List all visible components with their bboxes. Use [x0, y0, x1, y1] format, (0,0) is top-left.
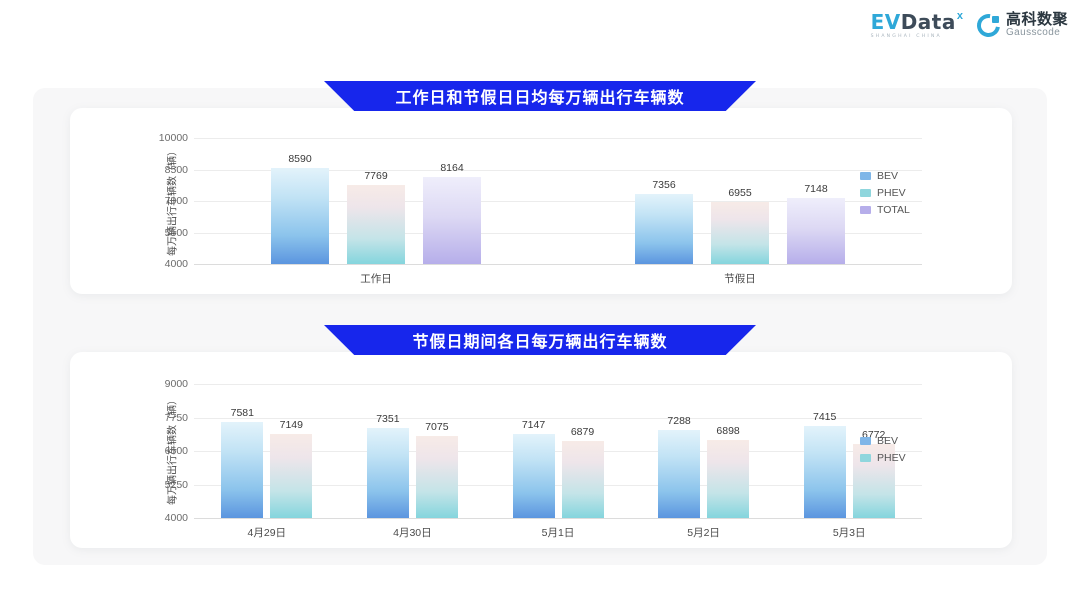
- gridline: [194, 451, 922, 452]
- y-axis-tick-label: 7750: [164, 411, 188, 424]
- evdata-tagline: SHANGHAI CHINA: [870, 34, 942, 39]
- bar-phev-3[interactable]: [707, 440, 750, 518]
- x-axis-line: [194, 264, 922, 265]
- bar-phev-2[interactable]: [561, 440, 604, 518]
- legend-item-bev[interactable]: BEV: [860, 170, 910, 182]
- gridline: [194, 169, 922, 171]
- bar-phev-4[interactable]: [852, 443, 895, 518]
- gridline: [194, 384, 922, 385]
- bar-value-label: 8590: [288, 152, 312, 165]
- bar-phev-1[interactable]: [415, 435, 458, 518]
- brand-logos: EVData x SHANGHAI CHINA 高科数聚 Gausscode: [870, 9, 1068, 42]
- x-axis-category-label: 4月30日: [393, 527, 432, 539]
- y-axis-tick-label: 10000: [158, 132, 188, 144]
- bar-phev-1[interactable]: [711, 201, 769, 264]
- bar-value-label: 6955: [728, 186, 752, 199]
- legend-label: PHEV: [877, 187, 906, 199]
- bar-phev-0[interactable]: [270, 433, 313, 518]
- x-axis-category-label: 节假日: [724, 273, 756, 285]
- bar-bev-1[interactable]: [635, 193, 693, 264]
- x-axis-category-label: 5月1日: [541, 527, 575, 539]
- y-axis-tick-label: 4000: [164, 512, 188, 524]
- legend-item-phev[interactable]: PHEV: [860, 187, 910, 199]
- bar-value-label: 7581: [230, 407, 254, 420]
- y-axis-tick-label: 5250: [164, 478, 188, 491]
- x-axis-category-label: 5月2日: [687, 527, 720, 539]
- evdata-data-text: Data: [900, 10, 956, 34]
- bar-value-label: 6898: [716, 425, 740, 438]
- chart-legend: BEV PHEV TOTAL: [860, 170, 910, 216]
- legend-swatch-icon: [860, 172, 871, 180]
- gridline: [194, 201, 922, 202]
- y-axis-tick-label: 6500: [164, 445, 188, 457]
- gausscode-cn-name: 高科数聚: [1005, 11, 1068, 29]
- bar-value-label: 7351: [376, 413, 400, 426]
- legend-label: TOTAL: [877, 204, 910, 216]
- gausscode-en-name: Gausscode: [1005, 27, 1061, 39]
- bar-value-label: 7415: [813, 411, 837, 424]
- bar-bev-3[interactable]: [658, 429, 701, 518]
- chart-2-title-ribbon: 节假日期间各日每万辆出行车辆数: [324, 325, 756, 355]
- y-axis-tick-label: 8500: [164, 163, 188, 176]
- bar-value-label: 7356: [652, 178, 676, 191]
- evdata-x-icon: x: [956, 10, 963, 22]
- legend-swatch-icon: [860, 189, 871, 197]
- bar-bev-1[interactable]: [366, 428, 409, 518]
- bar-value-label: 7148: [804, 182, 828, 195]
- legend-item-bev[interactable]: BEV: [860, 435, 906, 447]
- bar-bev-4[interactable]: [803, 426, 846, 518]
- legend-label: BEV: [877, 435, 899, 447]
- gausscode-mark-icon: [972, 9, 1005, 42]
- x-axis-category-label: 工作日: [360, 273, 392, 285]
- bar-value-label: 7149: [279, 418, 303, 431]
- chart-1-title-ribbon: 工作日和节假日日均每万辆出行车辆数: [324, 81, 756, 111]
- bar-total-0[interactable]: [423, 176, 481, 264]
- chart-legend: BEV PHEV: [860, 435, 906, 464]
- legend-swatch-icon: [860, 437, 871, 445]
- bar-bev-0[interactable]: [271, 167, 329, 264]
- chart-2: 每万辆出行车辆数（辆） 4000 5250 6500 7750 9000 7581 7149 4…: [70, 352, 1012, 548]
- bar-phev-0[interactable]: [347, 184, 405, 264]
- gridline: [194, 232, 922, 234]
- evdata-wordmark: EVData: [871, 12, 956, 32]
- bar-bev-2[interactable]: [512, 433, 555, 518]
- y-axis-tick-label: 9000: [164, 378, 188, 390]
- gausscode-logo: 高科数聚 Gausscode: [972, 9, 1068, 42]
- legend-item-total[interactable]: TOTAL: [860, 204, 910, 216]
- legend-item-phev[interactable]: PHEV: [860, 452, 906, 464]
- legend-label: PHEV: [877, 452, 906, 464]
- legend-swatch-icon: [860, 454, 871, 462]
- gridline: [194, 138, 922, 139]
- chart-1: 每万辆出行车辆数（辆） 4000 5500 7000 8500 10000 8590 7769…: [70, 108, 1012, 294]
- bar-value-label: 7147: [521, 418, 546, 431]
- bar-bev-0[interactable]: [221, 422, 264, 518]
- y-axis-tick-label: 5500: [164, 226, 188, 239]
- evdata-ev-text: EV: [870, 10, 901, 34]
- gridline: [194, 417, 922, 419]
- evdata-logo: EVData x SHANGHAI CHINA: [870, 10, 963, 39]
- bar-total-1[interactable]: [787, 197, 845, 264]
- y-axis-tick-label: 7000: [164, 195, 188, 207]
- x-axis-line: [194, 518, 922, 519]
- gridline: [194, 484, 922, 486]
- bar-value-label: 7075: [425, 420, 449, 433]
- bar-value-label: 7288: [667, 414, 691, 427]
- legend-label: BEV: [877, 170, 899, 182]
- bar-value-label: 8164: [440, 161, 464, 174]
- y-axis-tick-label: 4000: [164, 258, 188, 270]
- bar-value-label: 7769: [364, 169, 388, 182]
- bar-value-label: 6879: [570, 425, 595, 438]
- legend-swatch-icon: [860, 206, 871, 214]
- x-axis-category-label: 4月29日: [247, 527, 287, 539]
- x-axis-category-label: 5月3日: [832, 527, 866, 539]
